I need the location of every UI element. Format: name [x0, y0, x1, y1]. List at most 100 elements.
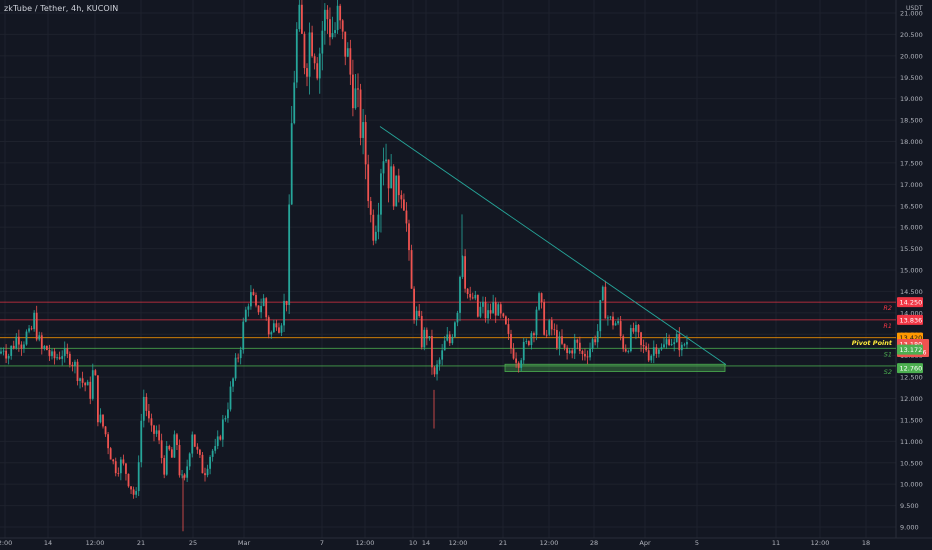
pivot-axis-label: 13.420 — [900, 334, 923, 342]
candle-body — [102, 414, 104, 427]
candle-body — [563, 343, 566, 348]
candle-body — [420, 316, 423, 348]
candle-body — [84, 382, 87, 386]
candle-body — [663, 344, 665, 348]
candle-body — [403, 199, 405, 211]
candle-body — [686, 341, 688, 345]
candle-body — [627, 351, 630, 352]
candle-body — [499, 304, 502, 314]
candle-body — [204, 473, 206, 476]
candle-body — [441, 350, 444, 360]
candle-body — [576, 339, 579, 343]
candle-body — [479, 306, 482, 317]
candle-body — [517, 362, 520, 368]
candle-body — [285, 300, 288, 305]
candle-body — [303, 33, 306, 69]
candle-body — [515, 358, 517, 363]
candle-body — [341, 20, 344, 32]
y-tick-label: 14.500 — [900, 288, 923, 296]
descending-trendline — [379, 126, 727, 366]
candle-body — [23, 344, 25, 349]
x-tick-label: 28 — [590, 539, 598, 547]
candle-body — [362, 122, 364, 138]
candle-body — [405, 210, 408, 224]
y-tick-label: 16.500 — [900, 202, 923, 210]
s1-axis-label: 13.172 — [900, 346, 923, 354]
candle-body — [433, 367, 436, 375]
candle-body — [469, 294, 472, 298]
candle-body — [127, 473, 130, 487]
candle-body — [655, 347, 658, 354]
candle-body — [150, 418, 153, 426]
candle-body — [260, 305, 262, 313]
candle-body — [329, 19, 331, 38]
level-tag-r1: R1 — [883, 322, 892, 330]
candle-body — [438, 359, 441, 365]
candle-body — [30, 328, 33, 330]
candle-body — [301, 4, 303, 34]
candle-body — [214, 446, 217, 451]
y-tick-label: 11.500 — [900, 416, 923, 424]
candle-body — [17, 336, 20, 345]
candle-body — [380, 173, 382, 215]
candle-body — [295, 29, 298, 83]
x-tick-label: 18 — [862, 539, 870, 547]
s2-axis-label-bg — [897, 363, 923, 374]
candle-body — [211, 450, 214, 457]
candle-body — [601, 286, 604, 301]
candle-body — [135, 491, 138, 495]
candle-body — [163, 458, 166, 475]
candle-body — [137, 462, 140, 492]
candle-body — [170, 449, 173, 458]
candle-body — [678, 334, 681, 351]
candle-body — [484, 301, 487, 319]
candle-body — [237, 357, 240, 359]
candle-body — [581, 350, 584, 354]
candle-body — [323, 9, 326, 31]
candle-body — [38, 335, 41, 340]
candle-body — [132, 489, 135, 495]
candle-body — [584, 353, 586, 357]
candle-body — [125, 463, 127, 474]
y-tick-label: 12.500 — [900, 374, 923, 382]
candle-body — [540, 293, 543, 303]
candle-body — [290, 123, 293, 205]
candle-body — [635, 324, 637, 332]
y-tick-label: 12.000 — [900, 395, 923, 403]
candle-body — [272, 323, 275, 333]
candle-body — [89, 381, 92, 399]
x-tick-label: 12:00 — [356, 539, 375, 547]
y-tick-label: 11.000 — [900, 438, 923, 446]
candle-body — [397, 175, 400, 196]
candle-body — [234, 357, 237, 379]
candle-body — [97, 375, 99, 423]
candle-body — [7, 355, 10, 359]
level-tag-r2: R2 — [883, 304, 892, 312]
candle-body — [66, 348, 69, 354]
x-tick-label: 12:00 — [86, 539, 105, 547]
candle-body — [107, 434, 109, 449]
candle-body — [408, 223, 410, 251]
candle-body — [112, 459, 115, 462]
candle-body — [614, 323, 617, 326]
candle-body — [392, 166, 395, 207]
candle-body — [413, 288, 415, 320]
s1-axis-label-bg — [897, 344, 923, 355]
candle-body — [512, 348, 515, 359]
candle-body — [311, 32, 313, 57]
candle-body — [48, 349, 51, 357]
y-tick-label: 20.500 — [900, 31, 923, 39]
candle-body — [640, 332, 642, 346]
candle-body — [196, 446, 199, 450]
candle-body — [410, 250, 413, 289]
candle-body — [369, 201, 372, 215]
candle-body — [505, 316, 507, 325]
candle-body — [173, 434, 176, 458]
candle-body — [538, 293, 540, 310]
candle-body — [94, 370, 97, 376]
candle-body — [591, 339, 594, 349]
candle-body — [244, 309, 247, 322]
candle-body — [191, 434, 194, 454]
candle-body — [372, 214, 375, 241]
